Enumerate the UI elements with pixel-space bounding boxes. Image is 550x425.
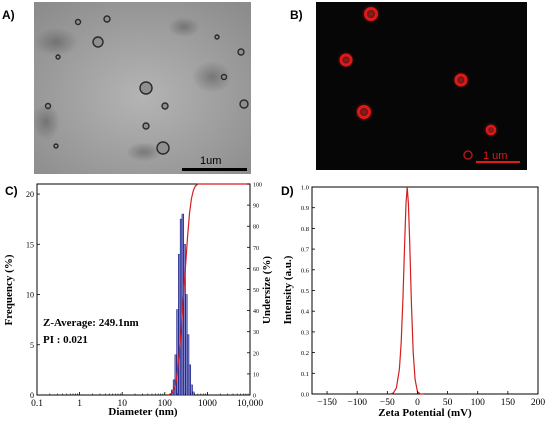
chart-c-x-tick-label: 100 [158, 399, 173, 409]
chart-c-y2-tick-label: 20 [253, 351, 259, 357]
chart-d-x-axis-title: Zeta Potential (mV) [378, 407, 472, 419]
chart-d-y-tick-label: 0.6 [301, 267, 310, 274]
chart-d-y-tick-label: 0.3 [301, 329, 309, 336]
chart-c-frame [36, 183, 251, 396]
pi-annotation: PI : 0.021 [43, 334, 88, 346]
chart-c-x-tick-label: 10 [117, 399, 127, 409]
chart-d-y-tick-label: 0.0 [301, 392, 309, 399]
chart-d-x-tick-label: −50 [380, 398, 395, 408]
chart-c-y2-tick-label: 70 [253, 246, 259, 252]
panel-d-label: D) [281, 184, 294, 198]
panel-b-label: B) [290, 8, 303, 22]
chart-c-x-tick-label: 1000 [198, 399, 217, 409]
chart-d-x-tick-label: 200 [531, 398, 546, 408]
chart-c-x-axis-title: Diameter (nm) [108, 406, 177, 418]
chart-c-y2-tick-label: 0 [253, 394, 256, 400]
chart-c-y-tick-label: 5 [30, 341, 34, 350]
chart-c-y2-tick-label: 100 [253, 183, 262, 189]
chart-c-y2-tick-label: 30 [253, 330, 259, 336]
chart-c-y2-tick-label: 10 [253, 372, 259, 378]
tem-micrograph-drawing [34, 2, 251, 174]
chart-d-x-tick-label: −150 [317, 398, 337, 408]
chart-c-y2-tick-label: 50 [253, 288, 259, 294]
chart-d-y-axis-title: Intensity (a.u.) [282, 255, 294, 324]
chart-d-x-tick-label: 0 [415, 398, 420, 408]
chart-d-y-tick-label: 0.8 [301, 226, 309, 233]
tem-micrograph: 1um [34, 2, 251, 174]
chart-c-y-axis-title: Frequency (%) [3, 254, 15, 325]
chart-c-x-tick-label: 10,000 [237, 399, 263, 409]
chart-d-y-tick-label: 0.7 [301, 247, 310, 254]
chart-c-y-tick-label: 10 [26, 291, 34, 300]
chart-c-x-tick-label: 0.1 [31, 399, 43, 409]
size-distribution-chart: 0.1 1 10 100 1000 10,000 0 5 10 15 20 0 10 20 30 40 50… [3, 183, 273, 419]
chart-c-y-tick-label: 0 [30, 391, 34, 400]
fluorescence-micrograph-drawing [316, 2, 527, 170]
chart-d-x-tick-label: 50 [443, 398, 453, 408]
z-average-annotation: Z-Average: 249.1nm [43, 317, 139, 329]
chart-c-y-tick-label: 20 [26, 190, 34, 199]
chart-c-y2-tick-label: 80 [253, 225, 259, 231]
panel-a-label: A) [2, 8, 15, 22]
chart-c-x-tick-label: 1 [77, 399, 82, 409]
fluo-scale-bar-label: 1 um [483, 150, 508, 162]
chart-d-y-tick-label: 1.0 [301, 185, 309, 192]
chart-d-x-tick-label: 100 [471, 398, 486, 408]
chart-d-frame [311, 186, 539, 395]
chart-d-y-tick-label: 0.2 [301, 350, 309, 357]
chart-d-x-tick-label: −100 [347, 398, 367, 408]
zeta-potential-chart: −150 −100 −50 0 50 100 150 200 0.0 0.1 0.2 0.3 0.4 0… [282, 185, 546, 420]
chart-d-y-tick-label: 0.4 [301, 309, 310, 316]
panel-c-label: C) [5, 184, 18, 198]
chart-c-y-tick-label: 15 [26, 240, 34, 249]
zeta-curve [390, 186, 424, 395]
tem-scale-bar-label: 1um [200, 155, 222, 167]
undersize-curve [167, 183, 250, 396]
chart-d-y-tick-label: 0.5 [301, 288, 309, 295]
chart-c-y2-tick-label: 60 [253, 267, 259, 273]
chart-c-y2-tick-label: 40 [253, 309, 259, 315]
chart-c-y2-axis-title: Undersize (%) [261, 256, 273, 324]
chart-d-y-tick-label: 0.1 [301, 371, 309, 378]
fluorescence-micrograph: 1 um [316, 2, 527, 170]
chart-c-y2-tick-label: 90 [253, 204, 259, 210]
chart-d-x-tick-label: 150 [501, 398, 516, 408]
chart-d-y-tick-label: 0.9 [301, 205, 309, 212]
